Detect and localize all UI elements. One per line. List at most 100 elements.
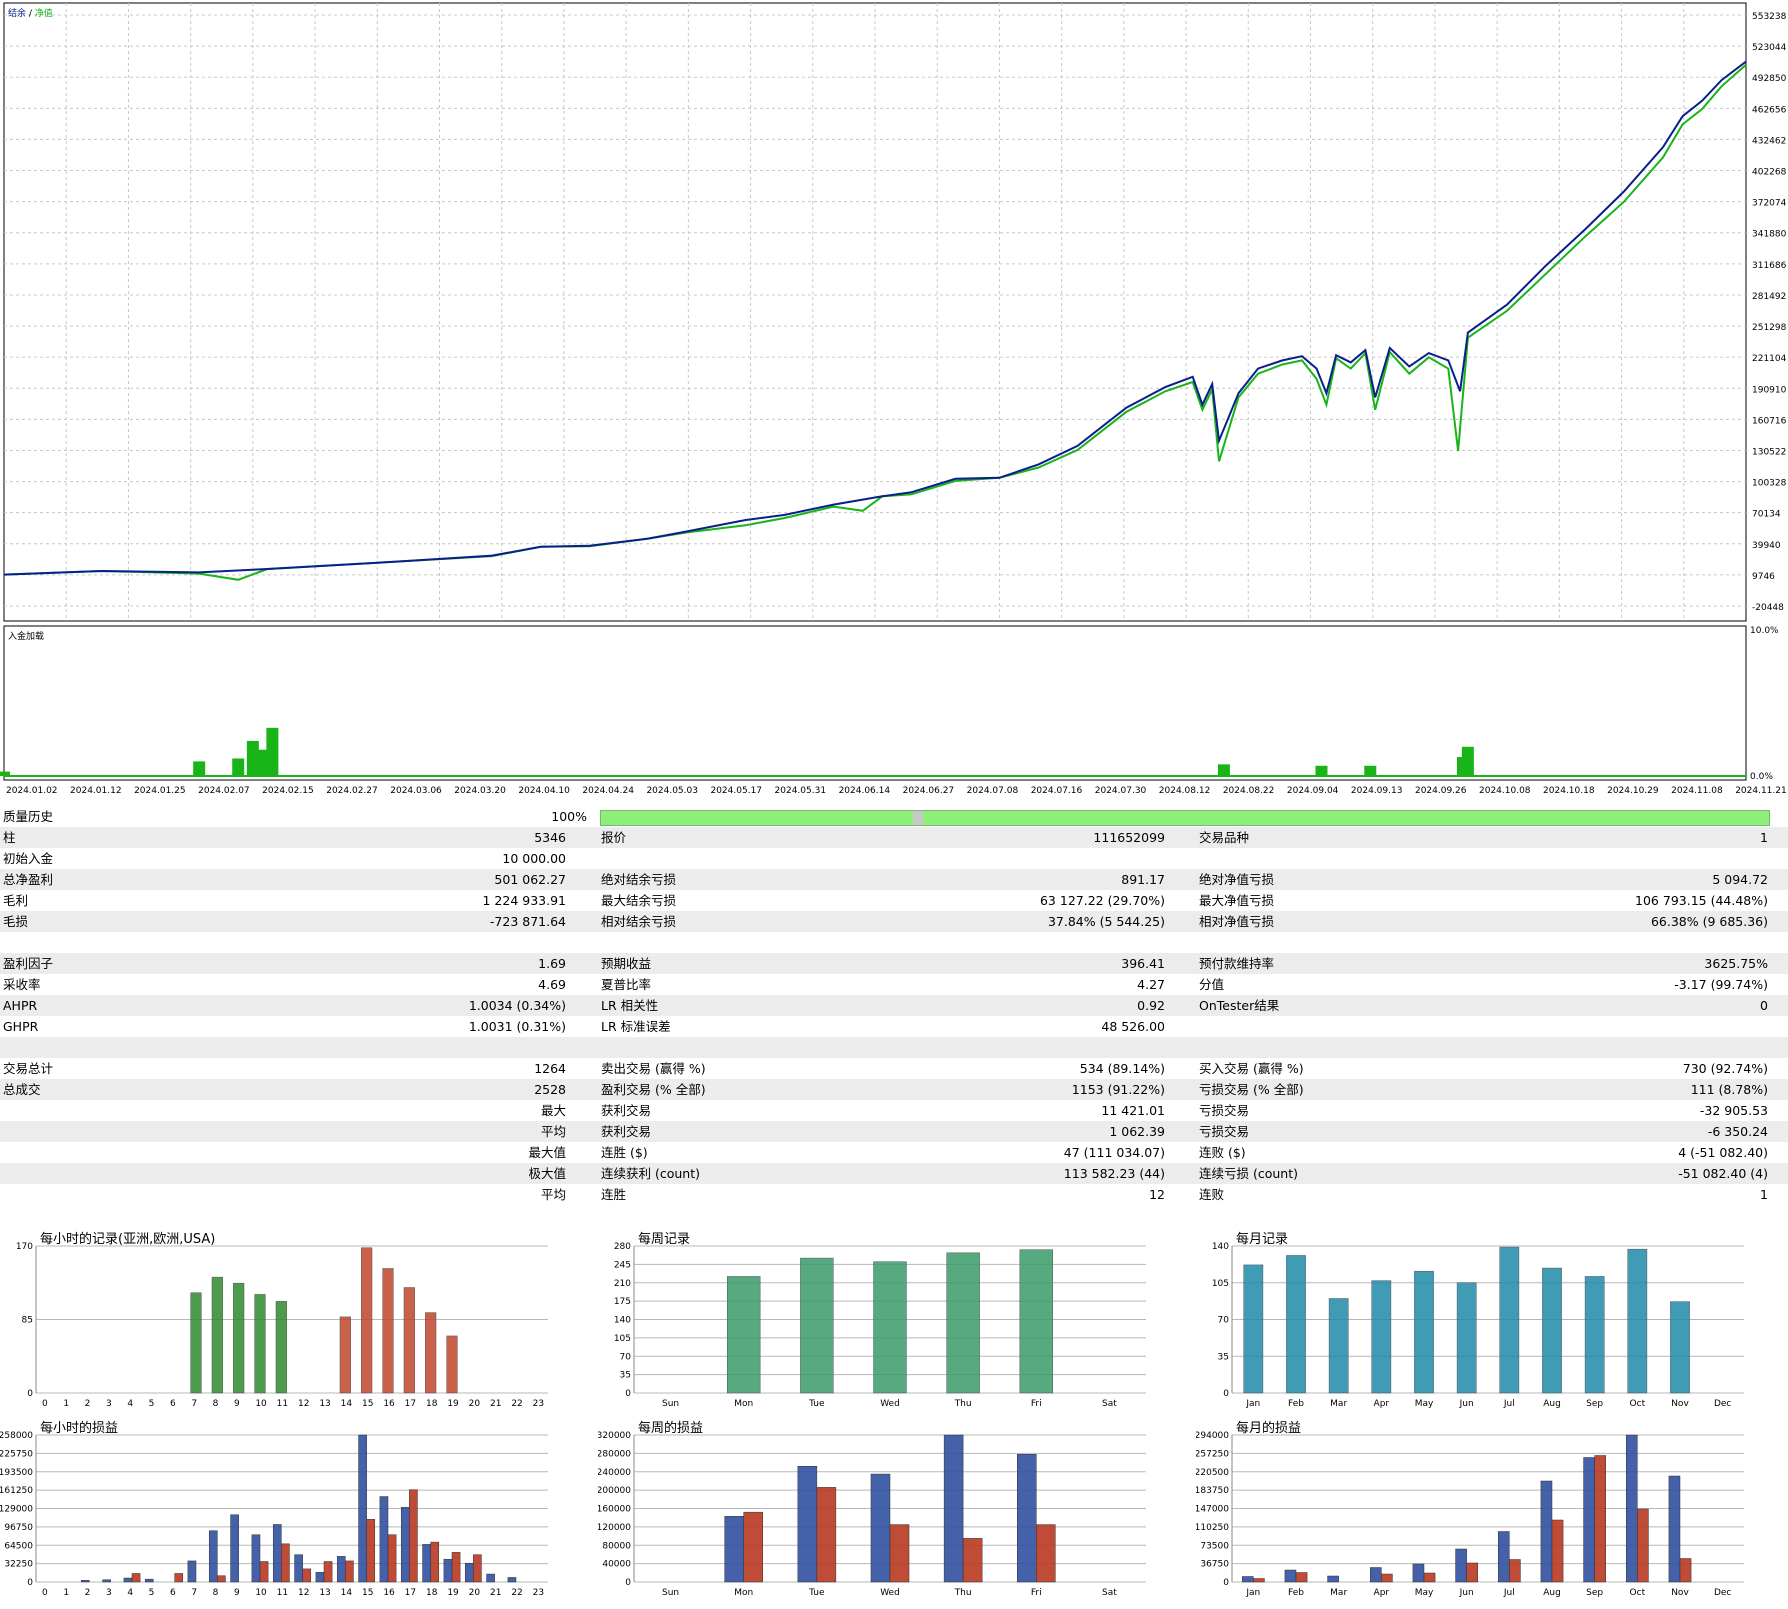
- bar: [358, 1434, 367, 1583]
- bar: [1414, 1270, 1434, 1394]
- legend-balance: 结余: [8, 9, 27, 19]
- stat-value: 66.38% (9 685.36): [1650, 914, 1768, 929]
- y-tick-label: 251298: [1752, 323, 1787, 333]
- stat-label: 分值: [1199, 977, 1225, 992]
- bar: [1497, 1531, 1510, 1583]
- x-tick-label: 1: [63, 1588, 69, 1598]
- bar: [272, 1524, 282, 1583]
- x-tick-label: Apr: [1374, 1399, 1390, 1409]
- y-tick-label: 129000: [0, 1505, 33, 1515]
- stat-value: 3625.75%: [1704, 956, 1768, 971]
- y-tick-label: 221104: [1752, 354, 1787, 364]
- deposit-spike: [1461, 746, 1474, 776]
- stat-value: 5346: [534, 830, 566, 845]
- x-tick-label: 2024.03.20: [454, 786, 506, 796]
- bar: [1584, 1276, 1605, 1394]
- x-tick-label: 13: [319, 1399, 330, 1409]
- deposit-load-chart[interactable]: 10.0% 0.0% 2024.01.02 2024.01.12 2024.01.25 2…: [0, 625, 1787, 796]
- stat-label: 获利交易: [601, 1103, 652, 1118]
- stats-table: 柱 5346 报价 111652099 交易品种 1 初始入金 10 000.00 总净盈利 50…: [0, 827, 1788, 1205]
- stats-row: 总净盈利 501 062.27 绝对结余亏损 891.17 绝对净值亏损 5 094.72: [0, 869, 1788, 890]
- balance-equity-chart[interactable]: 553238 523044 492850 462656 432462 402268 3720…: [3, 2, 1787, 626]
- stats-row: 总成交 2528 盈利交易 (% 全部) 1153 (91.22%) 亏损交易 (% 全…: [0, 1079, 1788, 1100]
- bar: [80, 1580, 90, 1583]
- bar: [1369, 1567, 1382, 1583]
- stat-label: 总成交: [3, 1082, 41, 1097]
- stat-value: 11 421.01: [1101, 1103, 1165, 1118]
- stat-label: AHPR: [3, 998, 38, 1013]
- stat-value: -51 082.40 (4): [1678, 1166, 1768, 1181]
- deposit-spike: [1315, 765, 1328, 776]
- x-tick-label: 2024.03.06: [390, 786, 442, 796]
- bar: [1371, 1280, 1392, 1394]
- chart-title: 每小时的损益: [40, 1421, 119, 1436]
- y-tick-label: 35: [620, 1371, 631, 1381]
- stats-row: [0, 1037, 1788, 1058]
- stat-value: 1.0031 (0.31%): [468, 1019, 566, 1034]
- bar: [1542, 1267, 1562, 1394]
- bar: [131, 1573, 141, 1583]
- bar: [123, 1577, 133, 1583]
- bar: [233, 1282, 245, 1394]
- stat-value: 4.69: [538, 977, 566, 992]
- stat-label: GHPR: [3, 1019, 39, 1034]
- y-tick-label: 147000: [1196, 1505, 1229, 1515]
- bar: [1286, 1255, 1306, 1394]
- bar: [443, 1558, 453, 1583]
- y-tick-label: 120000: [598, 1523, 631, 1533]
- stats-row: [0, 932, 1788, 953]
- bar: [1625, 1434, 1638, 1583]
- bar: [1423, 1572, 1436, 1583]
- stat-label: 总净盈利: [3, 872, 54, 887]
- y-tick-label: 462656: [1752, 105, 1787, 115]
- stats-row: GHPR 1.0031 (0.31%) LR 标准误差 48 526.00: [0, 1016, 1788, 1037]
- stat-value: 平均: [540, 1124, 566, 1139]
- balance-line: [3, 60, 1747, 576]
- bar: [1253, 1578, 1265, 1583]
- bar: [1583, 1457, 1595, 1583]
- x-tick-label: Nov: [1671, 1588, 1689, 1598]
- bar-chart-5: 每周的损益 320000 280000 240000 200000 160000 12000…: [598, 1417, 1190, 1605]
- bar: [425, 1312, 437, 1394]
- stat-value: 1.69: [538, 956, 566, 971]
- y-tick-label: 553238: [1752, 12, 1787, 22]
- stat-value: 最大: [540, 1103, 566, 1118]
- x-tick-label: Jun: [1459, 1588, 1474, 1598]
- bar: [507, 1577, 517, 1583]
- y-tick-label: 73500: [1200, 1541, 1229, 1551]
- stat-value: 111 (8.78%): [1690, 1082, 1768, 1097]
- y-tick-label: 9746: [1752, 572, 1775, 582]
- bar: [962, 1538, 983, 1583]
- bar-chart-2: 每周记录 280 245 210 175 140 105 70 35 0 Sun Mon Tue Wed T…: [598, 1228, 1190, 1416]
- x-tick-label: 20: [469, 1399, 481, 1409]
- bar-chart-4: 每小时的损益 258000 225750 193500 161250 129000 9675…: [0, 1417, 592, 1605]
- bar: [1412, 1563, 1425, 1583]
- x-tick-label: 9: [234, 1399, 240, 1409]
- x-tick-label: Jul: [1503, 1588, 1515, 1598]
- stat-value: 891.17: [1121, 872, 1165, 887]
- stat-value: 106 793.15 (44.48%): [1635, 893, 1768, 908]
- x-tick-label: 2024.04.10: [518, 786, 570, 796]
- bar: [1627, 1248, 1648, 1394]
- x-tick-label: 18: [426, 1588, 438, 1598]
- x-tick-label: 2024.01.25: [134, 786, 186, 796]
- x-tick-label: 2024.05.31: [775, 786, 827, 796]
- stat-label: 毛损: [3, 914, 29, 929]
- x-tick-label: 2024.11.21: [1735, 786, 1787, 796]
- y-tick-label: 245: [614, 1260, 631, 1270]
- y-tick-label: 105: [614, 1334, 631, 1344]
- y-tick-label: 96750: [4, 1523, 33, 1533]
- stat-value: 0: [1760, 998, 1768, 1013]
- x-tick-label: 2024.10.29: [1607, 786, 1659, 796]
- x-tick-label: 3: [106, 1399, 112, 1409]
- x-tick-label: 15: [362, 1588, 373, 1598]
- bar: [1455, 1548, 1467, 1583]
- y-tick-label: 311686: [1752, 261, 1787, 271]
- y-tick-label: 372074: [1752, 199, 1787, 209]
- y-tick-label: 0: [625, 1389, 631, 1399]
- x-tick-label: Sun: [662, 1588, 679, 1598]
- stat-label: 最大结余亏损: [601, 893, 677, 908]
- plot-frame: [3, 625, 1747, 781]
- x-tick-label: 18: [426, 1399, 438, 1409]
